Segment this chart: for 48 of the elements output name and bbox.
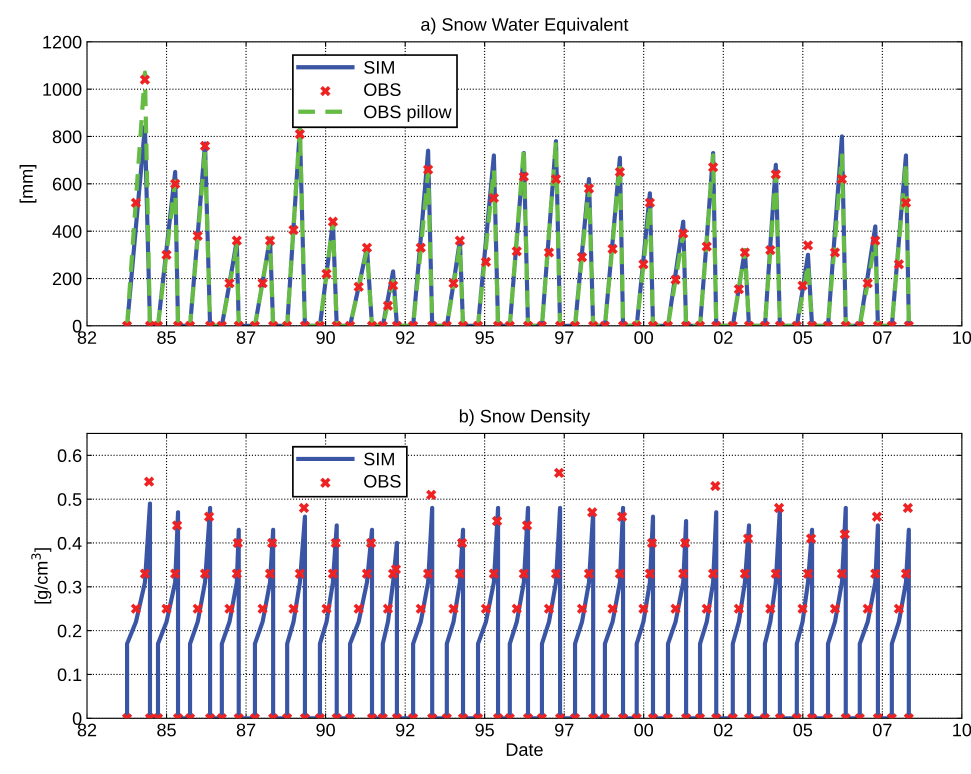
x-tick-label: 90	[316, 331, 335, 344]
x-tick-label: 95	[475, 724, 494, 736]
y-tick-label: 1000	[43, 83, 82, 96]
legend-label: OBS	[364, 474, 401, 488]
x-axis-title: Date	[506, 743, 543, 756]
x-tick-label: 00	[634, 724, 654, 736]
x-tick-label: 02	[714, 724, 732, 736]
y-tick-label: 0.6	[58, 449, 82, 462]
x-tick-label: 85	[157, 724, 176, 736]
y-tick-label: 800	[52, 130, 82, 144]
x-tick-label: 87	[236, 724, 256, 736]
y-tick-label: 1200	[43, 36, 82, 49]
x-tick-label: 05	[793, 331, 812, 344]
y-axis-title: [g/cm$^{3}$]	[31, 548, 52, 604]
y-tick-label: 200	[52, 272, 82, 286]
x-tick-label: 07	[873, 724, 892, 736]
legend-label: OBS pillow	[364, 104, 452, 122]
y-axis-title: [mm]	[20, 165, 36, 203]
x-tick-label: 82	[78, 724, 96, 736]
x-tick-label: 07	[873, 331, 892, 344]
x-tick-label: 87	[236, 331, 256, 344]
legend-label: OBS	[364, 83, 401, 96]
y-tick-label: 0.2	[58, 624, 82, 638]
x-tick-label: 92	[396, 331, 414, 344]
x-tick-label: 92	[396, 724, 414, 736]
x-tick-label: 90	[316, 724, 335, 736]
y-tick-label: 0.5	[58, 493, 82, 506]
y-tick-label: 0	[72, 320, 82, 333]
legend-label: SIM	[364, 60, 394, 74]
chart-title: b) Snow Density	[460, 409, 590, 426]
legend-label: SIM	[364, 452, 394, 466]
x-tick-label: 00	[634, 331, 654, 344]
y-tick-label: 600	[52, 178, 82, 191]
y-tick-label: 0.1	[58, 668, 82, 682]
x-tick-label: 85	[157, 331, 176, 344]
chart-title: a) Snow Water Equivalent	[421, 18, 628, 34]
y-tick-label: 0	[72, 712, 82, 725]
x-tick-label: 10	[953, 331, 971, 344]
y-tick-label: 0.4	[58, 536, 82, 550]
y-tick-label: 400	[52, 225, 82, 238]
x-tick-label: 97	[555, 331, 574, 344]
x-tick-label: 02	[714, 331, 732, 344]
x-tick-label: 95	[475, 331, 494, 344]
x-tick-label: 82	[78, 331, 96, 344]
x-tick-label: 05	[793, 724, 812, 736]
x-tick-label: 97	[555, 724, 574, 736]
y-tick-label: 0.3	[58, 580, 82, 594]
x-tick-label: 10	[953, 724, 971, 736]
